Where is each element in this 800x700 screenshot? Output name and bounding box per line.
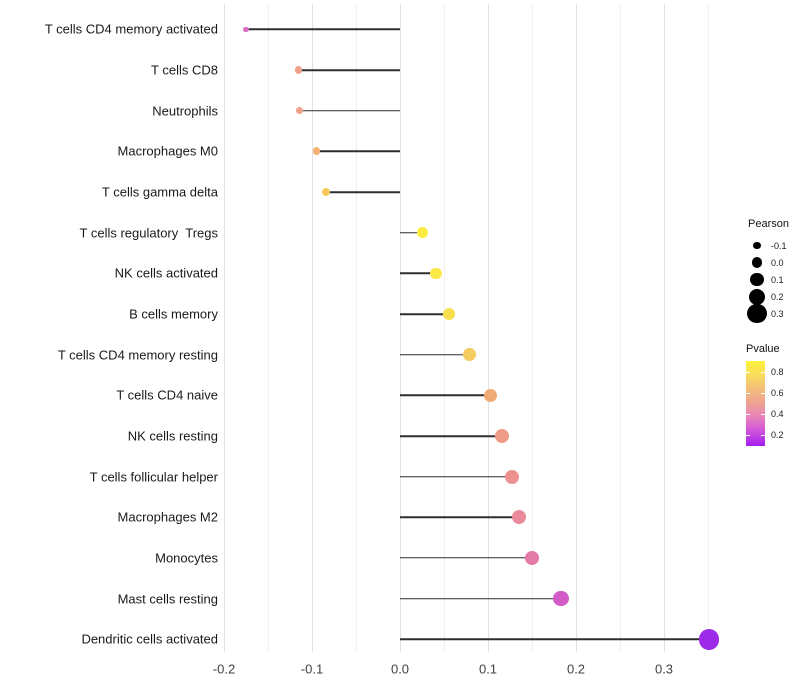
data-point <box>504 469 519 484</box>
category-label: T cells CD4 memory resting <box>57 347 218 363</box>
data-point <box>483 388 498 403</box>
data-point <box>698 629 720 650</box>
x-minor-gridline <box>443 4 445 652</box>
lollipop-stick <box>299 109 400 112</box>
pearson-legend-label: 0.1 <box>771 274 784 285</box>
pearson-legend-dot <box>753 241 761 250</box>
x-major-gridline <box>575 4 577 652</box>
category-label: Monocytes <box>155 550 218 566</box>
category-label: NK cells activated <box>114 265 218 281</box>
data-point <box>417 227 429 239</box>
pvalue-tick-label: 0.8 <box>771 366 784 377</box>
pvalue-colorbar-tickmark <box>746 392 750 394</box>
lollipop-stick <box>400 313 450 315</box>
x-tick-label: 0.3 <box>654 661 674 677</box>
lollipop-stick <box>298 69 400 71</box>
pvalue-colorbar <box>746 361 765 446</box>
x-major-gridline <box>311 4 313 652</box>
data-point <box>296 107 304 115</box>
pvalue-colorbar-tickmark <box>746 371 750 373</box>
data-point <box>495 429 509 443</box>
data-point <box>443 307 456 321</box>
pearson-legend-title: Pearson <box>748 218 789 230</box>
pearson-legend-label: 0.3 <box>771 308 784 319</box>
category-label: NK cells resting <box>127 428 218 444</box>
category-label: T cells regulatory Tregs <box>79 225 218 241</box>
pvalue-colorbar-tickmark <box>761 392 765 394</box>
x-major-gridline <box>399 4 401 652</box>
lollipop-stick <box>326 191 400 193</box>
pvalue-legend-title: Pvalue <box>746 343 780 355</box>
data-point <box>430 267 442 280</box>
category-label: Neutrophils <box>152 103 218 119</box>
pvalue-colorbar-tickmark <box>746 434 750 436</box>
category-label: T cells CD4 memory activated <box>44 21 218 37</box>
lollipop-stick <box>400 394 491 397</box>
pearson-legend-label: 0.2 <box>771 291 784 302</box>
pvalue-colorbar-tickmark <box>746 413 750 415</box>
pearson-legend-label: 0.0 <box>771 257 784 268</box>
x-minor-gridline <box>707 4 709 652</box>
data-point <box>295 66 303 74</box>
x-major-gridline <box>487 4 489 652</box>
data-point <box>243 26 249 33</box>
lollipop-stick <box>400 435 503 437</box>
x-tick-label: 0.0 <box>390 661 410 677</box>
lollipop-stick <box>400 475 512 478</box>
pvalue-colorbar-tickmark <box>761 371 765 373</box>
pearson-legend-dot <box>751 257 763 268</box>
x-tick-label: 0.1 <box>478 661 498 677</box>
lollipop-stick <box>400 597 562 600</box>
data-point <box>312 147 321 156</box>
x-minor-gridline <box>355 4 357 652</box>
category-label: Macrophages M0 <box>117 143 218 159</box>
pvalue-tick-label: 0.2 <box>771 429 784 440</box>
x-minor-gridline <box>619 4 621 652</box>
data-point <box>553 590 569 607</box>
lollipop-stick <box>316 150 400 153</box>
x-minor-gridline <box>267 4 269 652</box>
x-major-gridline <box>663 4 665 652</box>
x-tick-label: -0.1 <box>300 661 324 677</box>
x-tick-label: 0.2 <box>566 661 586 677</box>
data-point <box>322 187 331 197</box>
pvalue-colorbar-tickmark <box>761 413 765 415</box>
lollipop-stick <box>400 557 532 559</box>
pvalue-tick-label: 0.4 <box>771 408 784 419</box>
lollipop-stick <box>400 353 470 356</box>
lollipop-stick <box>400 272 437 275</box>
category-label: Dendritic cells activated <box>81 631 218 647</box>
category-label: Macrophages M2 <box>117 509 218 525</box>
category-label: Mast cells resting <box>117 591 218 607</box>
lollipop-stick <box>400 638 709 641</box>
data-point <box>463 348 476 362</box>
category-label: T cells gamma delta <box>101 184 218 200</box>
category-label: B cells memory <box>129 306 218 322</box>
x-major-gridline <box>223 4 225 652</box>
pearson-legend-label: -0.1 <box>771 240 787 251</box>
category-label: T cells CD4 naive <box>116 387 218 403</box>
pearson-legend-dot <box>748 288 766 305</box>
x-tick-label: -0.2 <box>212 661 236 677</box>
x-minor-gridline <box>531 4 533 652</box>
category-label: T cells follicular helper <box>89 469 218 485</box>
data-point <box>524 550 540 566</box>
data-point <box>511 510 526 525</box>
pearson-legend-dot <box>747 304 767 324</box>
pvalue-colorbar-tickmark <box>761 434 765 436</box>
pvalue-tick-label: 0.6 <box>771 387 784 398</box>
lollipop-stick <box>400 231 423 234</box>
lollipop-stick <box>400 516 519 519</box>
pearson-legend-dot <box>750 273 764 287</box>
lollipop-stick <box>246 28 400 31</box>
category-label: T cells CD8 <box>151 62 218 78</box>
